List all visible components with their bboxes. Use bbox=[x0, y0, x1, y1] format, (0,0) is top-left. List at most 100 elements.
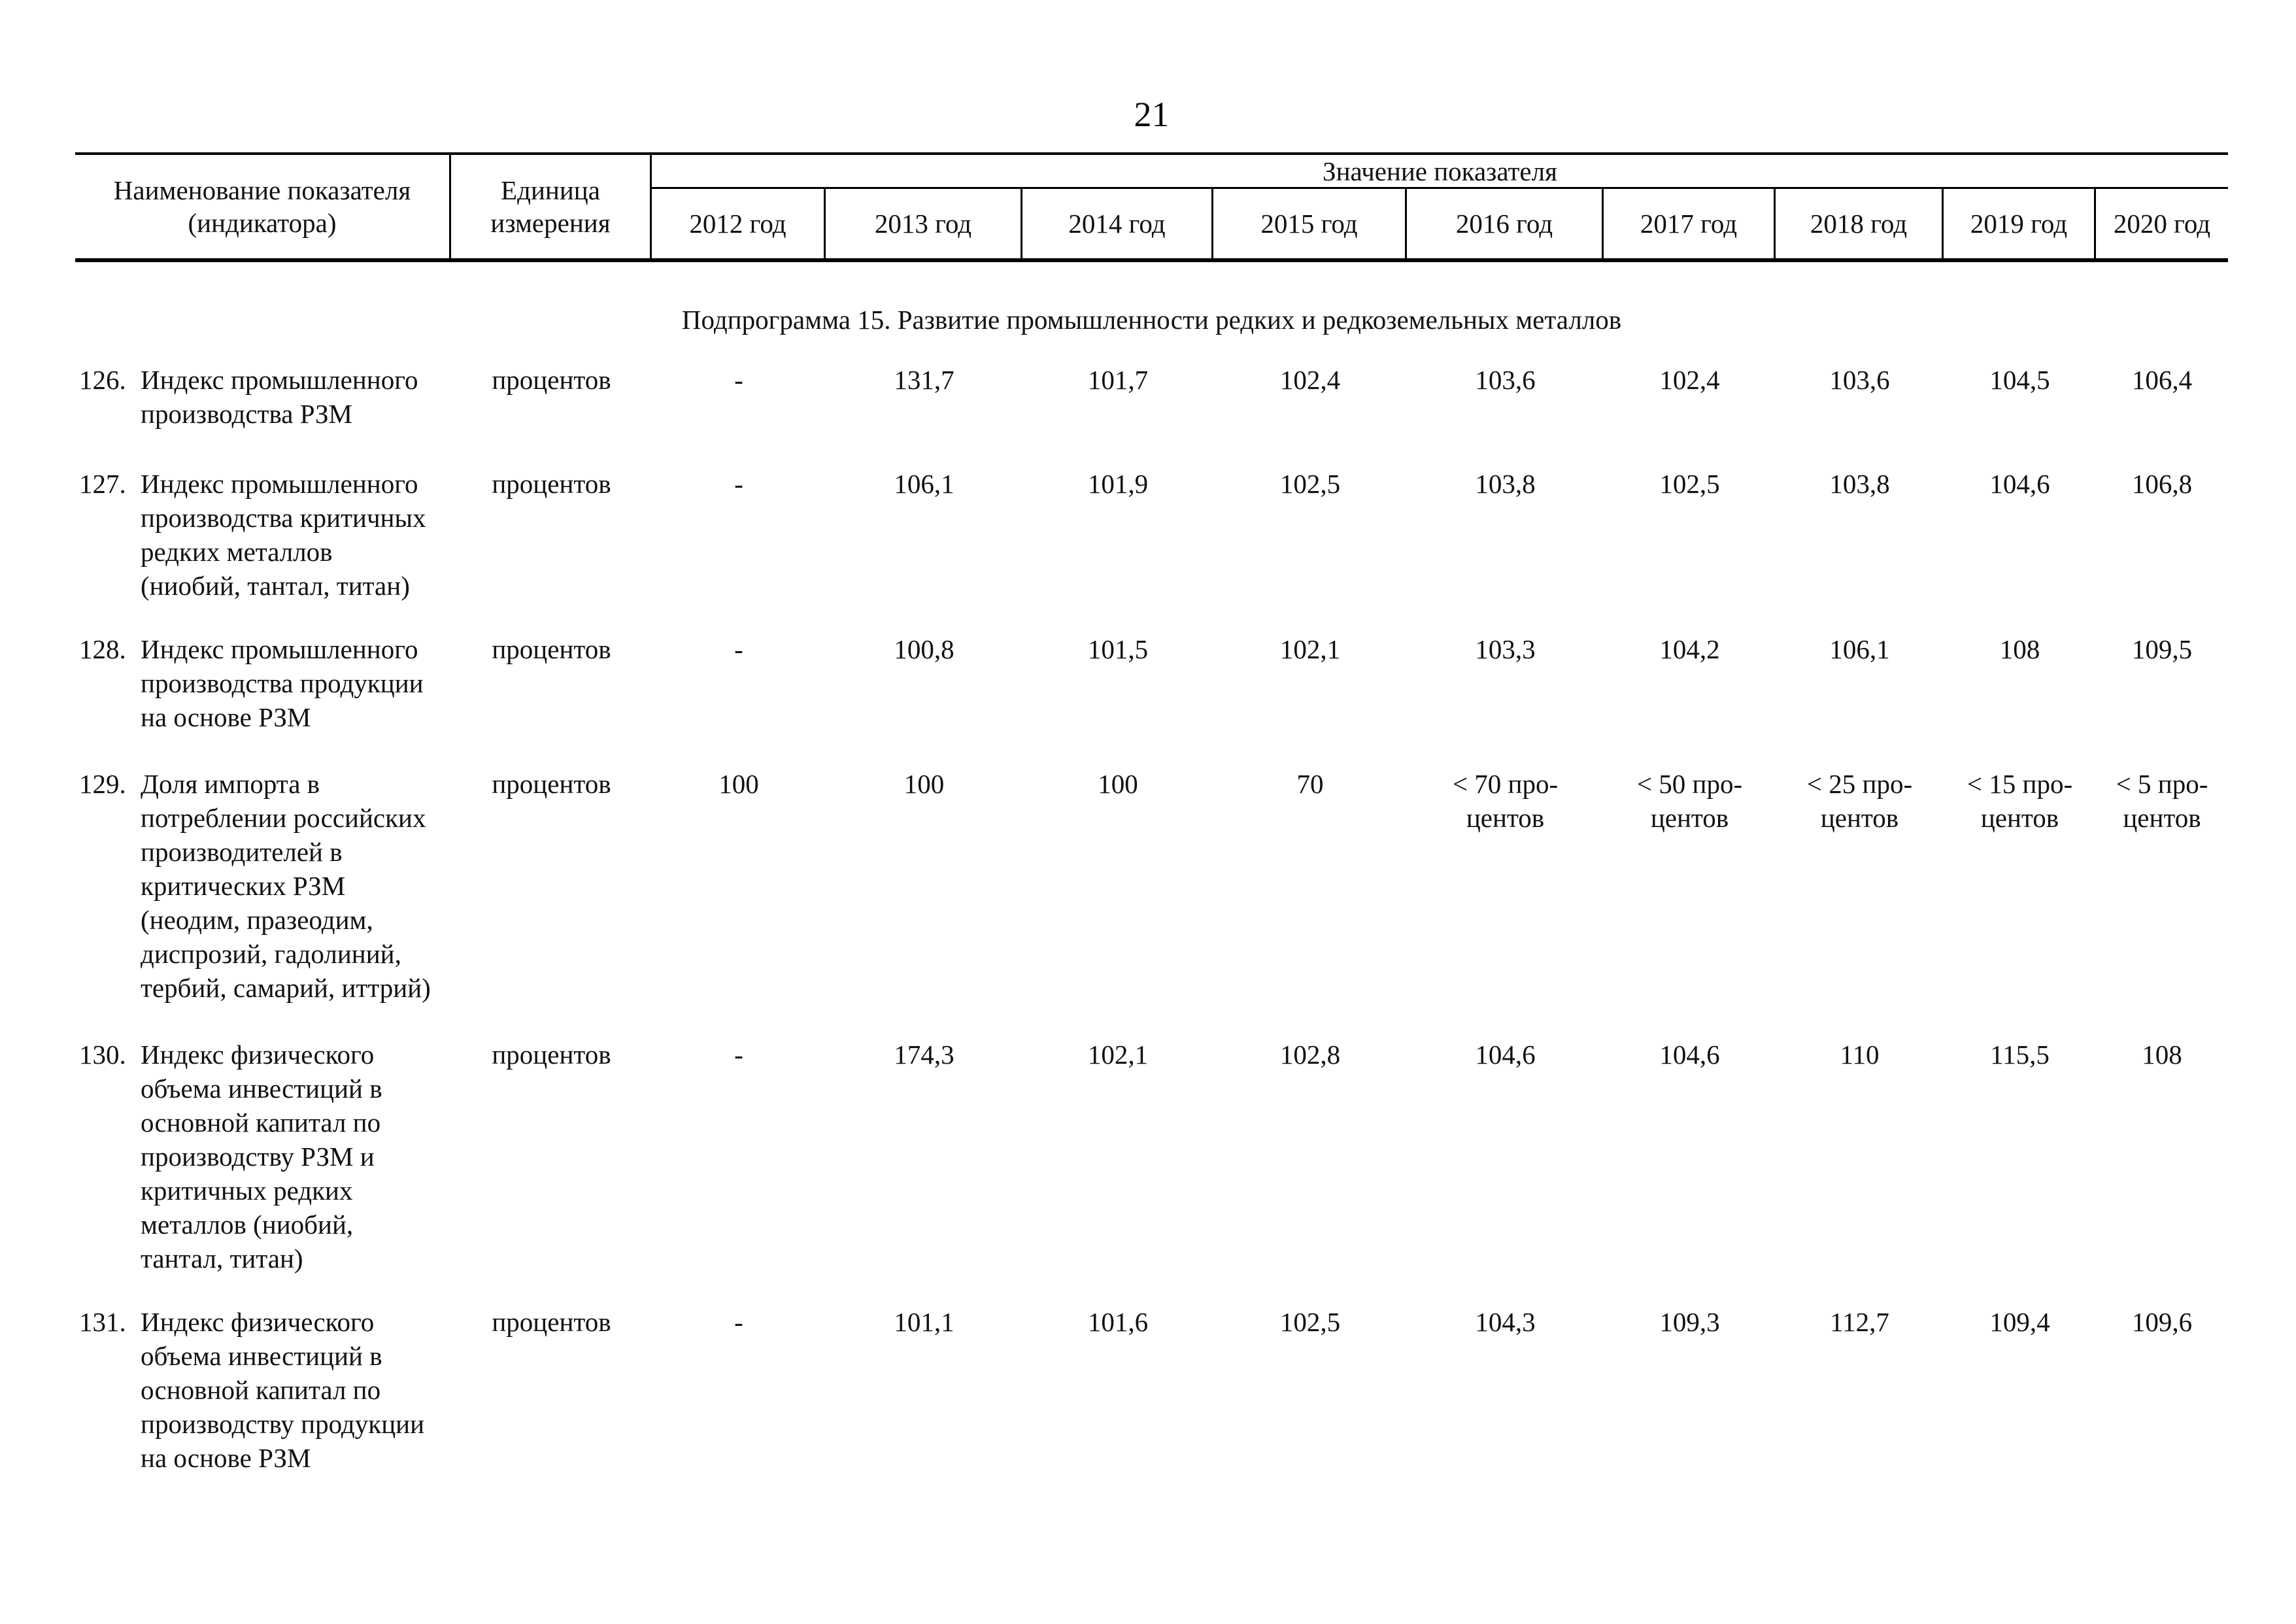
unit-cell: процентов bbox=[492, 1307, 611, 1337]
value-cell-2013: 131,7 bbox=[894, 365, 954, 395]
row-number: 126. bbox=[79, 365, 126, 395]
header-year-2012: 2012 год bbox=[652, 189, 826, 258]
unit-cell: процентов bbox=[492, 365, 611, 395]
table-row: 126. Индекс промышленного производства Р… bbox=[75, 363, 2228, 431]
header-unit: Единица измерения bbox=[451, 155, 652, 258]
table-row: 129. Доля импорта в потреблении российск… bbox=[75, 767, 2228, 1005]
value-cell-2019: 104,6 bbox=[1989, 469, 2050, 499]
row-number: 127. bbox=[79, 469, 126, 499]
unit-cell: процентов bbox=[492, 469, 611, 499]
value-cell-2018: 106,1 bbox=[1829, 634, 1890, 664]
value-cell-2017: 102,4 bbox=[1659, 365, 1720, 395]
value-cell-2013: 106,1 bbox=[894, 469, 954, 499]
value-cell-2012: 100 bbox=[718, 769, 759, 799]
value-cell-2016: 104,3 bbox=[1475, 1307, 1536, 1337]
value-cell-2017: 104,6 bbox=[1659, 1040, 1720, 1070]
value-cell-2017: 109,3 bbox=[1659, 1307, 1720, 1337]
value-cell-2014: 102,1 bbox=[1087, 1040, 1149, 1070]
header-year-2015: 2015 год bbox=[1213, 189, 1407, 258]
value-cell-2019: 115,5 bbox=[1990, 1040, 2050, 1070]
value-cell-2018: 103,8 bbox=[1829, 469, 1890, 499]
value-cell-2012: - bbox=[734, 634, 743, 664]
value-cell-2013: 101,1 bbox=[894, 1307, 954, 1337]
value-cell-2016: 103,3 bbox=[1475, 634, 1536, 664]
value-cell-2017: 104,2 bbox=[1659, 634, 1720, 664]
value-cell-2015: 102,5 bbox=[1279, 469, 1341, 499]
table-row: 130. Индекс физического объема инвестици… bbox=[75, 1038, 2228, 1276]
value-cell-2020: 108 bbox=[2142, 1040, 2182, 1070]
value-cell-2014: 100 bbox=[1098, 769, 1138, 799]
value-cell-2015: 102,1 bbox=[1279, 634, 1341, 664]
value-cell-2016: < 70 про- центов bbox=[1452, 769, 1559, 833]
indicator-name: Доля импорта в потреблении российских пр… bbox=[141, 769, 431, 1003]
value-cell-2020: < 5 про- центов bbox=[2116, 769, 2208, 833]
indicator-name-cell: 130. Индекс физического объема инвестици… bbox=[75, 1038, 451, 1276]
indicator-name-cell: 127. Индекс промышленного производства к… bbox=[75, 467, 451, 603]
value-cell-2015: 102,4 bbox=[1279, 365, 1341, 395]
value-cell-2013: 174,3 bbox=[894, 1040, 954, 1070]
value-cell-2014: 101,6 bbox=[1087, 1307, 1149, 1337]
subprogram-heading: Подпрограмма 15. Развитие промышленности… bbox=[681, 305, 1622, 335]
header-indicator-name: Наименование показателя (индикатора) bbox=[75, 155, 451, 258]
value-cell-2018: < 25 про- центов bbox=[1806, 769, 1913, 833]
value-cell-2014: 101,7 bbox=[1087, 365, 1149, 395]
header-year-2016: 2016 год bbox=[1407, 189, 1604, 258]
value-cell-2014: 101,5 bbox=[1087, 634, 1149, 664]
indicator-name-cell: 126. Индекс промышленного производства Р… bbox=[75, 363, 451, 431]
row-number: 130. bbox=[79, 1040, 126, 1070]
indicator-name-cell: 128. Индекс промышленного производства п… bbox=[75, 632, 451, 734]
value-cell-2018: 103,6 bbox=[1829, 365, 1890, 395]
value-cell-2020: 109,5 bbox=[2131, 634, 2193, 664]
value-cell-2016: 103,8 bbox=[1475, 469, 1536, 499]
indicator-name: Индекс промышленного производства РЗМ bbox=[141, 365, 418, 429]
value-cell-2019: 104,5 bbox=[1989, 365, 2050, 395]
header-year-2018: 2018 год bbox=[1776, 189, 1944, 258]
value-cell-2020: 106,4 bbox=[2131, 365, 2193, 395]
value-cell-2016: 104,6 bbox=[1475, 1040, 1536, 1070]
table-body: 126. Индекс промышленного производства Р… bbox=[75, 363, 2228, 1475]
indicator-name-cell: 131. Индекс физического объема инвестици… bbox=[75, 1305, 451, 1475]
header-year-2019: 2019 год bbox=[1944, 189, 2096, 258]
unit-cell: процентов bbox=[492, 769, 611, 799]
value-cell-2020: 106,8 bbox=[2131, 469, 2193, 499]
page-number: 21 bbox=[1134, 95, 1170, 134]
page-content: 21 Наименование показателя (индикатора) … bbox=[75, 0, 2228, 1475]
value-cell-2012: - bbox=[734, 365, 743, 395]
value-cell-2012: - bbox=[734, 1040, 743, 1070]
value-cell-2020: 109,6 bbox=[2131, 1307, 2193, 1337]
value-cell-2015: 70 bbox=[1296, 769, 1324, 799]
header-year-2017: 2017 год bbox=[1604, 189, 1776, 258]
value-cell-2012: - bbox=[734, 1307, 743, 1337]
header-value-group: Значение показателя bbox=[652, 155, 2228, 189]
value-cell-2013: 100 bbox=[903, 769, 945, 799]
value-cell-2015: 102,5 bbox=[1279, 1307, 1341, 1337]
table-row: 128. Индекс промышленного производства п… bbox=[75, 632, 2228, 734]
value-cell-2017: 102,5 bbox=[1659, 469, 1720, 499]
table-row: 131. Индекс физического объема инвестици… bbox=[75, 1305, 2228, 1475]
indicator-name: Индекс промышленного производства критич… bbox=[141, 469, 426, 601]
header-year-2014: 2014 год bbox=[1022, 189, 1213, 258]
value-cell-2019: < 15 про- центов bbox=[1967, 769, 2073, 833]
indicator-name: Индекс промышленного производства продук… bbox=[141, 634, 424, 732]
value-cell-2018: 112,7 bbox=[1830, 1307, 1889, 1337]
indicator-name: Индекс физического объема инвестиций в о… bbox=[141, 1307, 425, 1473]
value-cell-2017: < 50 про- центов bbox=[1636, 769, 1743, 833]
row-number: 128. bbox=[79, 634, 126, 664]
indicator-name-cell: 129. Доля импорта в потреблении российск… bbox=[75, 767, 451, 1005]
unit-cell: процентов bbox=[492, 634, 611, 664]
table-row: 127. Индекс промышленного производства к… bbox=[75, 467, 2228, 603]
value-cell-2019: 109,4 bbox=[1989, 1307, 2050, 1337]
value-cell-2015: 102,8 bbox=[1279, 1040, 1341, 1070]
value-cell-2012: - bbox=[734, 469, 743, 499]
unit-cell: процентов bbox=[492, 1040, 611, 1070]
value-cell-2014: 101,9 bbox=[1087, 469, 1149, 499]
value-cell-2016: 103,6 bbox=[1475, 365, 1536, 395]
value-cell-2013: 100,8 bbox=[894, 634, 954, 664]
indicator-name: Индекс физического объема инвестиций в о… bbox=[141, 1040, 382, 1274]
value-cell-2019: 108 bbox=[1999, 634, 2040, 664]
row-number: 129. bbox=[79, 769, 126, 799]
header-year-2013: 2013 год bbox=[826, 189, 1022, 258]
header-year-2020: 2020 год bbox=[2113, 209, 2211, 239]
row-number: 131. bbox=[79, 1307, 126, 1337]
